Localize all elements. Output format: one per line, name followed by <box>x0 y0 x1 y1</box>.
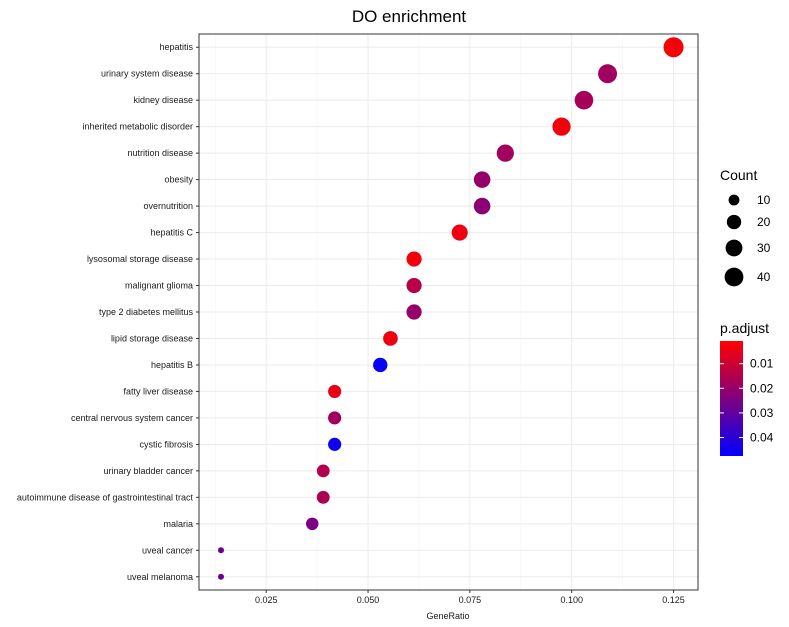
y-tick-label: type 2 diabetes mellitus <box>99 307 194 317</box>
data-point <box>406 251 422 267</box>
x-axis: 0.025 0.050 0.075 0.100 0.125 <box>255 590 685 605</box>
count-legend-key <box>726 214 742 230</box>
y-tick-label: hepatitis B <box>151 360 193 370</box>
y-tick-label: hepatitis C <box>150 228 193 238</box>
y-tick-label: lipid storage disease <box>111 333 193 343</box>
y-tick-label: uveal cancer <box>142 545 193 555</box>
data-point <box>496 144 514 162</box>
grid-lines <box>199 34 698 590</box>
p-adjust-tick-label: 0.03 <box>750 406 774 420</box>
count-legend-label: 20 <box>757 215 771 229</box>
data-points <box>217 37 684 580</box>
data-point <box>473 197 491 215</box>
data-point <box>316 464 330 478</box>
data-point <box>316 490 330 504</box>
p-adjust-tick-label: 0.02 <box>750 381 774 395</box>
data-point <box>406 304 422 320</box>
y-tick-label: malaria <box>163 519 193 529</box>
y-tick-label: urinary system disease <box>101 69 193 79</box>
y-tick-label: urinary bladder cancer <box>103 466 193 476</box>
x-tick-label: 0.025 <box>255 595 278 605</box>
data-point <box>217 547 224 554</box>
y-tick-label: hepatitis <box>159 42 193 52</box>
y-axis: hepatitis urinary system disease kidney di… <box>17 42 199 582</box>
y-tick-label: cystic fibrosis <box>139 439 193 449</box>
y-tick-label: overnutrition <box>143 201 193 211</box>
data-point <box>217 573 224 580</box>
data-point <box>574 90 594 110</box>
y-tick-label: lysosomal storage disease <box>87 254 193 264</box>
y-tick-label: fatty liver disease <box>123 386 193 396</box>
data-point <box>552 117 571 136</box>
y-tick-label: kidney disease <box>133 95 193 105</box>
data-point <box>383 331 398 346</box>
count-legend-title: Count <box>720 167 757 183</box>
y-tick-label: obesity <box>164 175 193 185</box>
y-tick-label: malignant glioma <box>125 281 193 291</box>
data-point <box>473 171 491 188</box>
count-legend-label: 30 <box>757 241 771 255</box>
data-point <box>328 411 342 425</box>
x-axis-label: GeneRatio <box>426 611 469 621</box>
y-tick-label: central nervous system cancer <box>71 413 193 423</box>
x-tick-label: 0.100 <box>560 595 583 605</box>
data-point <box>406 277 422 294</box>
data-point <box>328 437 342 451</box>
y-tick-label: autoimmune disease of gastrointestinal t… <box>17 492 194 502</box>
x-tick-label: 0.050 <box>357 595 380 605</box>
data-point <box>373 357 388 373</box>
count-legend-key <box>728 194 740 206</box>
count-legend-label: 40 <box>757 270 771 284</box>
x-tick-label: 0.125 <box>662 595 685 605</box>
data-point <box>598 64 618 84</box>
count-legend-label: 10 <box>757 193 771 207</box>
chart-title: DO enrichment <box>352 7 467 26</box>
y-tick-label: nutrition disease <box>127 148 193 158</box>
count-legend-key <box>724 267 744 287</box>
data-point <box>663 37 684 58</box>
x-tick-label: 0.075 <box>459 595 482 605</box>
p-adjust-legend: p.adjust 0.01 0.02 0.03 0.04 <box>720 320 774 456</box>
y-tick-label: inherited metabolic disorder <box>82 122 193 132</box>
data-point <box>451 224 468 241</box>
p-adjust-colorbar <box>720 341 743 456</box>
y-tick-label: uveal melanoma <box>127 572 193 582</box>
data-point <box>306 517 319 531</box>
count-legend: Count 10 20 30 40 <box>720 167 771 287</box>
p-adjust-legend-title: p.adjust <box>720 320 769 336</box>
data-point <box>328 384 342 399</box>
p-adjust-tick-label: 0.04 <box>750 431 774 445</box>
count-legend-key <box>725 239 743 257</box>
p-adjust-tick-label: 0.01 <box>750 357 774 371</box>
